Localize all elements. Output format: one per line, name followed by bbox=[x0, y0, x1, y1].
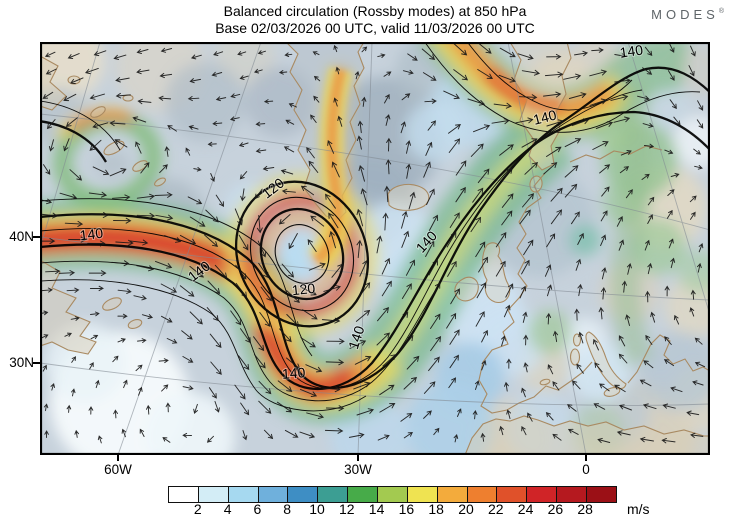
contour-layer bbox=[40, 42, 710, 412]
colorbar-tick-label: 22 bbox=[488, 501, 504, 516]
colorbar-cell bbox=[257, 487, 288, 502]
colorbar-tick-label: 16 bbox=[398, 501, 415, 516]
colorbar-cell bbox=[169, 487, 198, 502]
modes-logo: MODES® bbox=[651, 7, 724, 22]
colorbar-tick-label: 12 bbox=[339, 501, 355, 516]
colorbar-cell bbox=[317, 487, 348, 502]
contour-label: 120 bbox=[291, 280, 316, 298]
axis-tick bbox=[117, 455, 119, 461]
contour-label: 140 bbox=[619, 42, 645, 61]
lon-axis-label: 30W bbox=[344, 462, 372, 477]
colorbar-cell bbox=[436, 487, 467, 502]
lat-axis-label: 40N bbox=[9, 229, 34, 244]
lat-axis-label: 30N bbox=[9, 355, 34, 370]
colorbar-tick-label: 6 bbox=[253, 501, 262, 516]
colorbar-cell bbox=[406, 487, 437, 502]
colorbar-cell bbox=[496, 487, 527, 502]
colorbar bbox=[168, 486, 617, 503]
colorbar-cell bbox=[347, 487, 378, 502]
colorbar-cell bbox=[227, 487, 258, 502]
colorbar-cell bbox=[556, 487, 587, 502]
axis-tick bbox=[33, 362, 40, 364]
colorbar-cell bbox=[466, 487, 497, 502]
contour-label: 140 bbox=[79, 225, 104, 244]
colorbar-tick-label: 4 bbox=[223, 501, 232, 516]
colorbar-tick-label: 26 bbox=[547, 501, 564, 516]
map-border bbox=[40, 42, 710, 455]
plot-titles: Balanced circulation (Rossby modes) at 8… bbox=[0, 3, 750, 37]
axis-tick bbox=[585, 455, 587, 461]
colorbar-cell bbox=[526, 487, 557, 502]
plot-subtitle: Base 02/03/2026 00 UTC, valid 11/03/2026… bbox=[215, 20, 535, 36]
colorbar-tick-label: 8 bbox=[283, 501, 292, 516]
contour-label: 140 bbox=[532, 107, 559, 128]
wind-arrows-layer bbox=[40, 42, 706, 444]
colorbar-cell bbox=[197, 487, 228, 502]
plot-title: Balanced circulation (Rossby modes) at 8… bbox=[223, 3, 527, 19]
colorbar-tick-label: 18 bbox=[428, 501, 444, 516]
colorbar-tick-label: 10 bbox=[309, 501, 325, 516]
lon-axis-label: 60W bbox=[104, 462, 132, 477]
axis-tick bbox=[33, 236, 40, 238]
modes-logo-text: MODES bbox=[651, 7, 719, 22]
colorbar-tick-label: 20 bbox=[458, 501, 474, 516]
colorbar-unit-label: m/s bbox=[627, 501, 650, 516]
colorbar-cell bbox=[287, 487, 318, 502]
colorbar-tick-label: 2 bbox=[193, 501, 202, 516]
wind-arrows bbox=[40, 42, 706, 444]
colorbar-tick-label: 14 bbox=[368, 501, 385, 516]
registered-mark-icon: ® bbox=[718, 8, 724, 15]
colorbar-tick-label: 24 bbox=[517, 501, 534, 516]
lon-axis-label: 0 bbox=[582, 462, 590, 477]
colorbar-cell bbox=[586, 487, 616, 502]
colorbar-cell bbox=[377, 487, 407, 502]
colorbar-tick-label: 28 bbox=[577, 501, 593, 516]
axis-tick bbox=[357, 455, 359, 461]
contour-label: 140 bbox=[281, 364, 306, 382]
weather-map: 140 140 140 140 140 140 140 120 120 bbox=[40, 42, 710, 455]
